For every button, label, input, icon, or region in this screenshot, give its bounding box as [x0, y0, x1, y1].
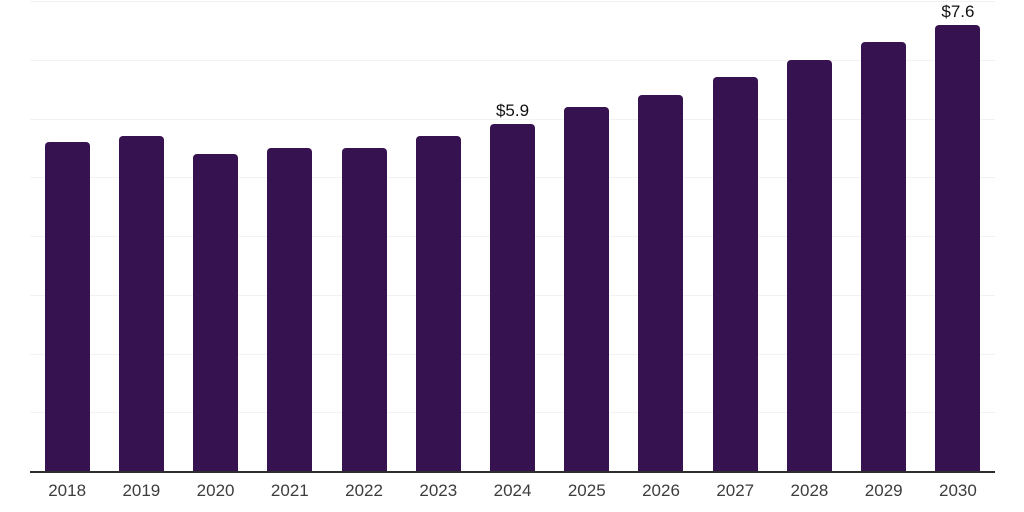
bar-slot-2025: [550, 1, 624, 471]
x-tick-label-2021: 2021: [270, 481, 309, 500]
bars-row: $5.9 $7.6: [30, 1, 995, 471]
x-tick-label-2022: 2022: [345, 481, 383, 500]
plot-area: $5.9 $7.6: [30, 1, 995, 473]
x-axis: 2018 2019 2020 2021 2022 2023 2024 2025 2026 2027…: [30, 481, 995, 501]
bar-2019: [118, 136, 164, 471]
x-tick-label-2028: 2028: [790, 481, 829, 500]
x-tick-label-2027: 2027: [716, 481, 755, 500]
bar-2027: [712, 77, 758, 471]
gridline-7: [30, 59, 995, 61]
x-tick-label-2026: 2026: [642, 481, 680, 500]
x-tick-label-2029: 2029: [864, 481, 903, 500]
x-tick-label-2025: 2025: [567, 481, 606, 500]
bar-slot-2023: [401, 1, 475, 471]
bar-2029: [861, 42, 907, 471]
bar-2020: [193, 153, 239, 471]
x-tick-label-2024: 2024: [493, 481, 532, 500]
bar-slot-2019: [104, 1, 178, 471]
bar-slot-2030: $7.6: [921, 1, 995, 471]
bar-2024: $5.9: [490, 102, 536, 471]
bar-value-label-2030: $7.6: [941, 1, 975, 21]
x-tick-label-2020: 2020: [196, 481, 235, 500]
bar-2023: [415, 136, 461, 471]
bar-2028: [786, 59, 832, 471]
bar-slot-2021: [253, 1, 327, 471]
bar-slot-2024: $5.9: [475, 1, 549, 471]
x-tick-label-2023: 2023: [419, 481, 458, 500]
bar-slot-2029: [847, 1, 921, 471]
gridline-6: [30, 118, 995, 120]
bar-2018: [44, 142, 90, 471]
bar-slot-2028: [772, 1, 846, 471]
x-tick-label-2030: 2030: [939, 481, 977, 500]
x-tick-label-2018: 2018: [48, 481, 87, 500]
bar-slot-2022: [327, 1, 401, 471]
bar-slot-2018: [30, 1, 104, 471]
bar-slot-2027: [698, 1, 772, 471]
gridline-8: [30, 1, 995, 2]
x-tick-label-2019: 2019: [122, 481, 161, 500]
bar-slot-2020: [178, 1, 252, 471]
bar-2022: [341, 147, 387, 471]
bar-value-label-2024: $5.9: [495, 101, 530, 121]
bar-2026: [638, 95, 684, 471]
bar-slot-2026: [624, 1, 698, 471]
bar-2025: [564, 106, 610, 471]
bar-2021: [267, 147, 313, 471]
bar-2030: $7.6: [935, 3, 981, 471]
